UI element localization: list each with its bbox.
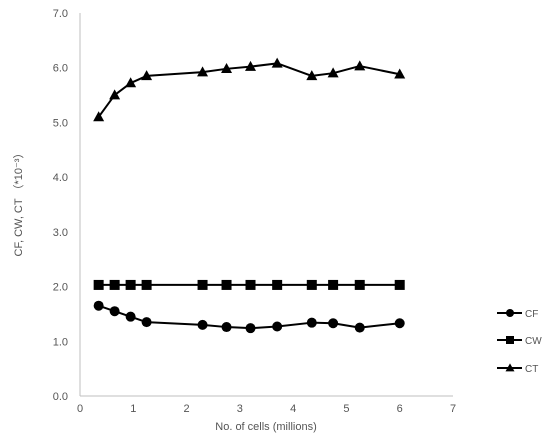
legend-label-ct: CT	[525, 364, 538, 375]
y-tick-label: 3.0	[53, 227, 68, 239]
data-point-cw	[125, 279, 136, 290]
series-cw	[93, 279, 405, 290]
data-point-cf	[272, 321, 283, 332]
x-tick-label: 3	[237, 403, 243, 415]
data-point-cw	[141, 279, 152, 290]
data-point-cf	[109, 306, 120, 317]
x-tick-label: 0	[77, 403, 83, 415]
y-tick-label: 2.0	[53, 282, 68, 294]
data-point-cf	[306, 317, 317, 328]
y-tick-label: 1.0	[53, 336, 68, 348]
data-point-cf	[221, 322, 232, 333]
y-tick-label: 0.0	[53, 391, 68, 403]
y-tick-label: 4.0	[53, 172, 68, 184]
x-tick-labels: 0 1 2 3 4 5 6 7	[77, 403, 456, 415]
legend-item-cw: CW	[497, 336, 542, 347]
data-point-cw	[93, 279, 104, 290]
y-tick-label: 6.0	[53, 63, 68, 75]
axes	[79, 13, 453, 397]
y-tick-label: 5.0	[53, 117, 68, 129]
data-point-cf	[93, 300, 104, 311]
data-point-ct	[245, 60, 257, 71]
x-tick-label: 7	[450, 403, 456, 415]
data-point-ct	[271, 57, 283, 68]
data-point-ct	[93, 111, 105, 122]
x-tick-label: 2	[184, 403, 190, 415]
data-point-cf	[354, 322, 365, 333]
data-point-cw	[245, 279, 256, 290]
data-point-cf	[394, 318, 405, 329]
x-axis-title: No. of cells (millions)	[215, 421, 316, 433]
series-cf	[93, 300, 405, 334]
data-point-cw	[306, 279, 317, 290]
data-point-cf	[245, 323, 256, 334]
data-point-ct	[394, 68, 406, 79]
data-point-ct	[327, 67, 339, 78]
data-point-cw	[328, 279, 339, 290]
data-point-ct	[354, 60, 366, 71]
legend: CF CW CT	[497, 309, 542, 375]
legend-label-cw: CW	[525, 336, 542, 347]
x-tick-label: 4	[290, 403, 296, 415]
data-point-cw	[354, 279, 365, 290]
data-point-cw	[221, 279, 232, 290]
data-point-ct	[306, 70, 318, 81]
series-layer	[93, 57, 406, 334]
x-tick-label: 5	[343, 403, 349, 415]
data-point-cw	[109, 279, 120, 290]
legend-marker-ct	[505, 363, 515, 372]
data-point-cw	[272, 279, 283, 290]
data-point-cf	[197, 319, 208, 330]
y-tick-labels: 0.0 1.0 2.0 3.0 4.0 5.0 6.0 7.0	[53, 8, 68, 403]
data-point-ct	[109, 89, 121, 100]
data-point-cf	[328, 318, 339, 329]
legend-item-cf: CF	[497, 309, 538, 320]
data-point-cw	[197, 279, 208, 290]
data-point-cw	[394, 279, 405, 290]
data-point-ct	[141, 70, 153, 81]
data-point-cf	[125, 311, 136, 322]
legend-marker-cw	[506, 336, 514, 344]
series-line-ct	[97, 62, 400, 118]
data-point-cf	[141, 317, 152, 328]
y-tick-label: 7.0	[53, 8, 68, 20]
data-point-ct	[197, 66, 209, 77]
legend-label-cf: CF	[525, 309, 538, 320]
y-axis-title: CF, CW, CT （*10⁻³）	[12, 148, 25, 257]
x-tick-label: 6	[397, 403, 403, 415]
legend-marker-cf	[506, 309, 514, 317]
series-ct	[93, 57, 406, 122]
x-tick-label: 1	[130, 403, 136, 415]
data-point-ct	[125, 77, 137, 88]
legend-item-ct: CT	[497, 363, 538, 375]
data-point-ct	[221, 63, 233, 74]
